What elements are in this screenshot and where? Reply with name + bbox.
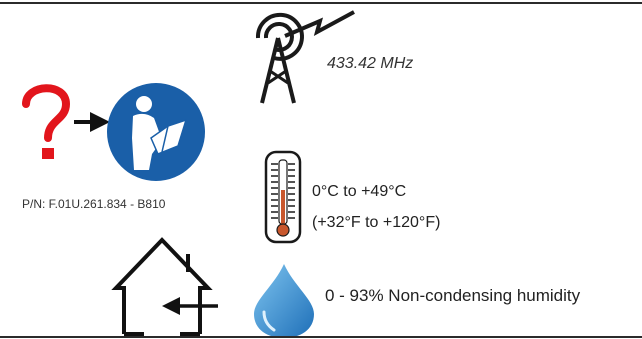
bottom-divider [0,336,642,338]
temperature-fahrenheit: (+32°F to +120°F) [312,214,441,231]
question-mark-icon [22,84,71,159]
read-manual-icon [107,83,205,181]
frequency-label: 433.42 MHz [327,55,414,72]
radio-antenna-icon [255,10,355,104]
thermometer-icon [264,150,302,244]
arrow-left-icon [162,297,218,315]
water-drop-icon [254,264,314,338]
arrow-right-icon [74,112,110,132]
temperature-celsius: 0°C to +49°C [312,183,407,200]
humidity-label: 0 - 93% Non-condensing humidity [325,286,581,305]
indoor-house-icon [111,237,213,336]
part-number: P/N: F.01U.261.834 - B810 [22,197,166,211]
top-divider [0,2,642,4]
